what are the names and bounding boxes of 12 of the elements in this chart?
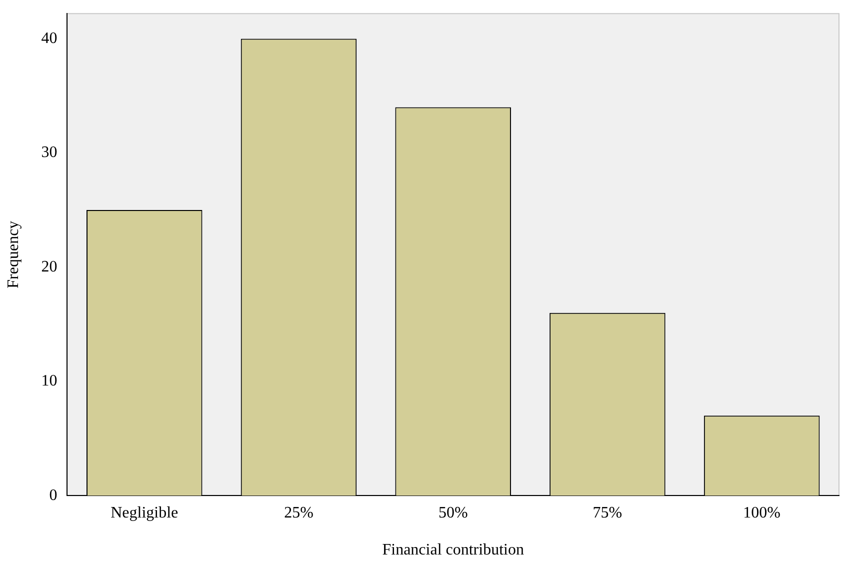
y-tick-label: 40: [41, 30, 58, 47]
y-tick-label: 20: [41, 258, 58, 276]
y-tick-label: 0: [49, 486, 58, 504]
x-tick-label: Negligible: [110, 504, 178, 522]
x-axis-title: Financial contribution: [382, 542, 524, 559]
x-tick-label: 75%: [592, 504, 622, 522]
y-axis-title: Frequency: [4, 220, 22, 288]
x-tick-label: 50%: [438, 504, 468, 522]
y-tick-label: 10: [41, 372, 58, 390]
x-tick-label: 100%: [743, 504, 780, 522]
x-tick-label: 25%: [284, 504, 314, 522]
y-tick-label: 30: [41, 144, 58, 162]
